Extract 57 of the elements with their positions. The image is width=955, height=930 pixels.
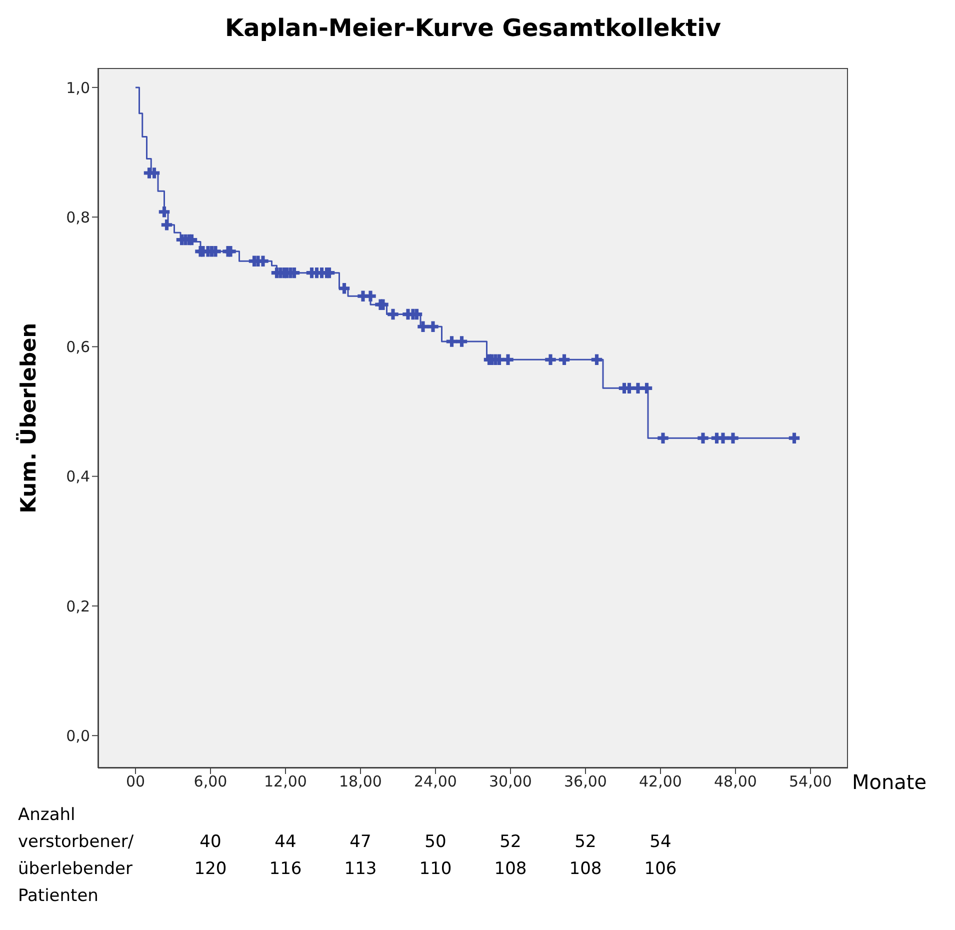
y-axis-title: Kum. Überleben <box>15 322 40 514</box>
y-tick-label: 1,0 <box>66 78 90 97</box>
x-axis-title: Monate <box>852 770 927 794</box>
x-tick-label: 18,00 <box>339 772 382 791</box>
x-tick-label: 24,00 <box>414 772 457 791</box>
x-tick-label: 48,00 <box>714 772 757 791</box>
x-tick-label: 00 <box>126 772 146 791</box>
x-tick-label: 54,00 <box>789 772 832 791</box>
point <box>338 283 350 294</box>
text: 52 <box>498 831 522 854</box>
point <box>158 206 170 218</box>
point <box>545 354 556 366</box>
text: Anzahl verstorbener/ überlebender Patienten <box>18 804 135 908</box>
point <box>446 336 458 347</box>
text: 106 <box>643 858 678 881</box>
point <box>698 432 708 444</box>
y-tick-label: 0,0 <box>66 726 90 745</box>
text: 108 <box>493 858 528 881</box>
point <box>225 246 236 257</box>
text: 44 <box>274 831 298 854</box>
chart-title: Kaplan-Meier-Kurve Gesamtkollektiv <box>224 13 722 44</box>
point <box>388 308 398 320</box>
point <box>418 321 428 332</box>
point <box>658 432 668 444</box>
y-tick-label: 0,8 <box>66 208 90 226</box>
y-tick-label: 0,2 <box>66 597 90 616</box>
text: 54 <box>648 831 672 854</box>
y-tick-label: 0,4 <box>66 468 90 486</box>
point <box>728 432 738 444</box>
x-tick-label: 42,00 <box>639 772 682 791</box>
point <box>365 290 376 302</box>
text: 116 <box>268 858 303 881</box>
x-tick-label: 30,00 <box>489 772 532 791</box>
text: 110 <box>418 858 453 881</box>
text: 113 <box>343 858 378 881</box>
point <box>591 354 602 366</box>
point <box>632 382 644 394</box>
text: 50 <box>424 831 448 854</box>
point <box>558 354 570 366</box>
point <box>718 432 728 444</box>
point <box>428 321 438 332</box>
point <box>456 336 468 347</box>
y-tick-label: 0,6 <box>66 338 90 356</box>
x-tick-label: 36,00 <box>564 772 607 791</box>
point <box>502 354 514 366</box>
text: 108 <box>568 858 603 881</box>
text: 40 <box>198 831 222 854</box>
text: 120 <box>193 858 228 881</box>
point <box>788 432 800 444</box>
text: 47 <box>348 831 372 854</box>
text: 52 <box>574 831 598 854</box>
point <box>378 299 388 310</box>
point <box>324 267 335 278</box>
x-tick-label: 12,00 <box>264 772 307 791</box>
point <box>641 382 652 394</box>
x-tick-label: 6,00 <box>194 772 228 791</box>
point <box>161 219 172 230</box>
